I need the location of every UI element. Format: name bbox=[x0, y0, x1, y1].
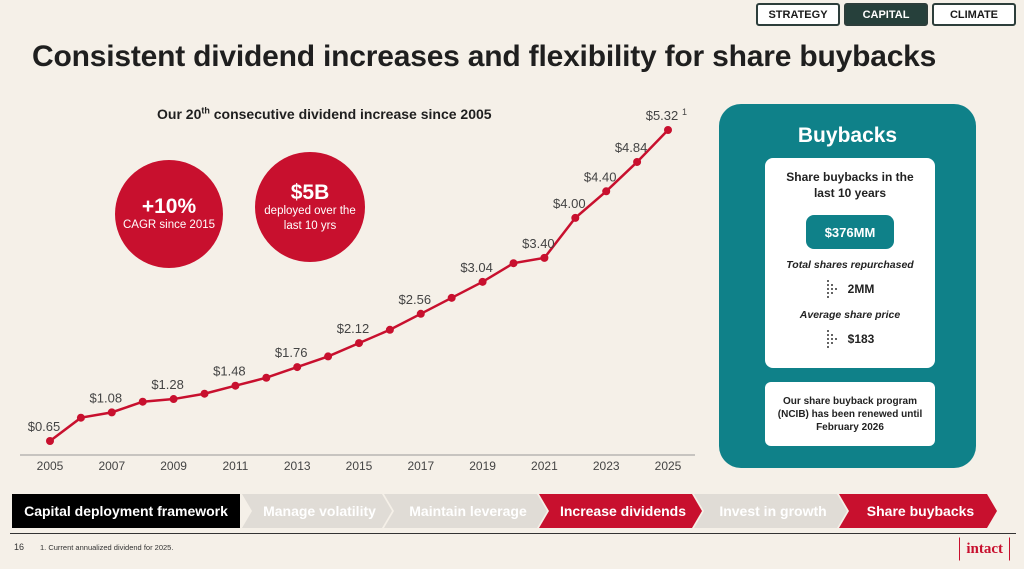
x-tick-2021: 2021 bbox=[531, 459, 558, 473]
data-point-2005 bbox=[46, 437, 54, 445]
dividend-series-line bbox=[49, 129, 669, 442]
x-tick-2025: 2025 bbox=[655, 459, 682, 473]
deployed-stat-circle: $5B deployed over the last 10 yrs bbox=[255, 152, 365, 262]
data-label-2015: $2.12 bbox=[337, 321, 370, 336]
page-title: Consistent dividend increases and flexib… bbox=[32, 40, 937, 73]
footnote: 1. Current annualized dividend for 2025. bbox=[40, 543, 174, 552]
data-label-footnote: 1 bbox=[682, 107, 687, 117]
avg-price-row: $183 bbox=[765, 329, 935, 349]
data-label-2019: $3.04 bbox=[460, 260, 493, 275]
x-tick-2009: 2009 bbox=[160, 459, 187, 473]
repurchased-value: 2MM bbox=[847, 282, 875, 297]
data-label-2024: $4.84 bbox=[615, 140, 648, 155]
deployed-label: deployed over the last 10 yrs bbox=[264, 205, 356, 232]
footer-divider bbox=[10, 533, 1016, 534]
data-point-2006 bbox=[76, 413, 85, 422]
data-point-2020 bbox=[509, 259, 518, 268]
data-point-2008 bbox=[138, 397, 147, 406]
capital-framework-bar: Capital deployment framework Manage vola… bbox=[12, 494, 1012, 528]
avg-price-value: $183 bbox=[847, 332, 875, 347]
data-label-2009: $1.28 bbox=[151, 377, 184, 392]
x-tick-2013: 2013 bbox=[284, 459, 311, 473]
data-point-2012 bbox=[262, 373, 271, 382]
tab-climate[interactable]: CLIMATE bbox=[932, 3, 1016, 26]
data-point-2024 bbox=[633, 157, 642, 166]
subtitle-post: consecutive dividend increase since 2005 bbox=[209, 106, 492, 122]
buybacks-card: Share buybacks in the last 10 years $376… bbox=[765, 158, 935, 368]
avg-price-label: Average share price bbox=[799, 309, 901, 322]
data-point-2018 bbox=[447, 293, 456, 302]
data-point-2014 bbox=[324, 352, 333, 361]
framework-share-buybacks: Share buybacks bbox=[866, 503, 975, 519]
chevron-maintain-leverage bbox=[384, 494, 547, 528]
chevron-share-buybacks bbox=[839, 494, 997, 528]
chevron-increase-dividends bbox=[539, 494, 702, 528]
data-label-2023: $4.40 bbox=[584, 169, 617, 184]
data-label-2011: $1.48 bbox=[213, 364, 246, 379]
dotted-arrow-icon bbox=[826, 330, 837, 349]
subtitle-sup: th bbox=[201, 105, 210, 116]
framework-manage-volatility: Manage volatility bbox=[263, 503, 376, 519]
subtitle-pre: Our 20 bbox=[157, 106, 202, 122]
data-label-2013: $1.76 bbox=[275, 345, 308, 360]
data-point-2021 bbox=[540, 253, 549, 262]
x-tick-2019: 2019 bbox=[469, 459, 496, 473]
x-tick-2015: 2015 bbox=[346, 459, 373, 473]
data-point-2025 bbox=[664, 126, 672, 134]
tab-capital[interactable]: CAPITAL bbox=[844, 3, 928, 26]
x-tick-2011: 2011 bbox=[222, 459, 248, 473]
chevron-invest-in-growth bbox=[694, 494, 847, 528]
buybacks-total-badge: $376MM bbox=[806, 215, 894, 250]
deployed-value: $5B bbox=[290, 181, 330, 205]
section-tabs: STRATEGY CAPITAL CLIMATE bbox=[756, 3, 1016, 26]
buybacks-panel: Buybacks Share buybacks in the last 10 y… bbox=[719, 104, 976, 468]
intact-logo: intact bbox=[959, 537, 1010, 561]
data-point-2013 bbox=[293, 363, 302, 372]
data-label-2017: $2.56 bbox=[399, 292, 432, 307]
page-number: 16 bbox=[14, 542, 25, 552]
data-point-2007 bbox=[107, 408, 116, 417]
data-point-2017 bbox=[416, 309, 425, 318]
x-tick-2005: 2005 bbox=[37, 459, 64, 473]
cagr-value: +10% bbox=[141, 195, 197, 219]
data-point-2023 bbox=[602, 187, 611, 196]
data-label-2025: $5.32 bbox=[646, 108, 679, 123]
repurchased-row: 2MM bbox=[765, 279, 935, 299]
data-point-2019 bbox=[478, 277, 487, 286]
framework-increase-dividends: Increase dividends bbox=[559, 503, 687, 519]
buybacks-card-heading: Share buybacks in the last 10 years bbox=[786, 170, 914, 200]
data-label-2021: $3.40 bbox=[522, 236, 555, 251]
repurchased-label: Total shares repurchased bbox=[786, 259, 914, 272]
framework-chevrons bbox=[242, 494, 997, 528]
data-label-2007: $1.08 bbox=[90, 390, 123, 405]
dotted-arrow-icon bbox=[826, 280, 837, 299]
data-label-2005: $0.65 bbox=[28, 419, 61, 434]
data-point-2009 bbox=[169, 395, 178, 404]
cagr-label: CAGR since 2015 bbox=[122, 219, 216, 232]
tab-strategy[interactable]: STRATEGY bbox=[756, 3, 840, 26]
data-point-2022 bbox=[571, 213, 580, 222]
data-label-2022: $4.00 bbox=[553, 196, 586, 211]
framework-header: Capital deployment framework bbox=[12, 494, 240, 528]
ncib-note: Our share buyback program (NCIB) has bee… bbox=[765, 382, 935, 446]
data-point-2010 bbox=[200, 389, 209, 398]
chart-subtitle: Our 20th consecutive dividend increase s… bbox=[157, 106, 492, 122]
x-tick-2007: 2007 bbox=[98, 459, 125, 473]
cagr-stat-circle: +10% CAGR since 2015 bbox=[115, 160, 223, 268]
buybacks-title: Buybacks bbox=[797, 124, 898, 147]
data-point-2015 bbox=[355, 339, 363, 348]
data-point-2016 bbox=[385, 325, 394, 334]
chevron-manage-volatility bbox=[242, 494, 392, 528]
dividend-line-chart: $0.65 $1.08 $1.28 $1.48 $1.76 $2.12 $2.56 $3.04… bbox=[20, 107, 695, 473]
data-point-2011 bbox=[231, 381, 240, 390]
x-tick-2017: 2017 bbox=[407, 459, 434, 473]
x-tick-2023: 2023 bbox=[593, 459, 620, 473]
framework-invest-in-growth: Invest in growth bbox=[719, 503, 827, 519]
framework-maintain-leverage: Maintain leverage bbox=[409, 503, 527, 519]
